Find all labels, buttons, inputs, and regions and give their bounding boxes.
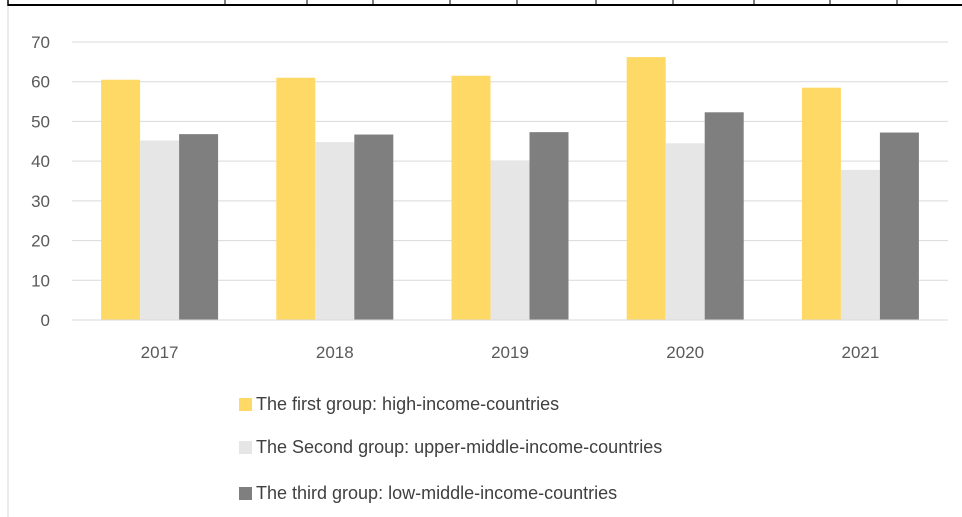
bar	[354, 134, 394, 320]
y-tick-label: 70	[31, 33, 50, 52]
legend-swatch	[239, 487, 252, 500]
legend-swatch	[239, 441, 252, 454]
bar	[879, 132, 919, 320]
bar	[179, 134, 219, 320]
y-tick-label: 50	[31, 112, 50, 131]
y-tick-label: 20	[31, 232, 50, 251]
x-axis-ticks: 2017 2018 2019 2020 2021	[141, 343, 880, 362]
top-table-fragment	[7, 0, 962, 6]
legend-label: The Second group: upper-middle-income-co…	[256, 437, 662, 457]
legend-label: The first group: high-income-countries	[256, 394, 559, 414]
y-tick-label: 40	[31, 152, 50, 171]
bar	[490, 160, 530, 320]
bar	[704, 112, 744, 321]
legend-label: The third group: low-middle-income-count…	[256, 483, 617, 503]
bars	[101, 57, 919, 321]
y-tick-label: 0	[41, 311, 50, 330]
bar	[801, 87, 841, 321]
bar	[451, 75, 491, 320]
y-axis-ticks: 0 10 20 30 40 50 60 70	[31, 33, 50, 330]
y-tick-label: 30	[31, 192, 50, 211]
x-tick-label: 2017	[141, 343, 179, 362]
legend-swatch	[239, 398, 252, 411]
bar	[315, 142, 355, 320]
bar	[101, 79, 141, 320]
bar	[529, 132, 569, 320]
bar	[665, 143, 705, 320]
bar	[140, 140, 180, 320]
legend: The first group: high-income-countries Th…	[239, 394, 662, 503]
x-tick-label: 2020	[666, 343, 704, 362]
bar	[276, 77, 316, 320]
y-tick-label: 60	[31, 73, 50, 92]
bar	[840, 169, 880, 320]
bar	[626, 57, 666, 320]
x-tick-label: 2018	[316, 343, 354, 362]
y-tick-label: 10	[31, 271, 50, 290]
x-tick-label: 2019	[491, 343, 529, 362]
x-tick-label: 2021	[841, 343, 879, 362]
